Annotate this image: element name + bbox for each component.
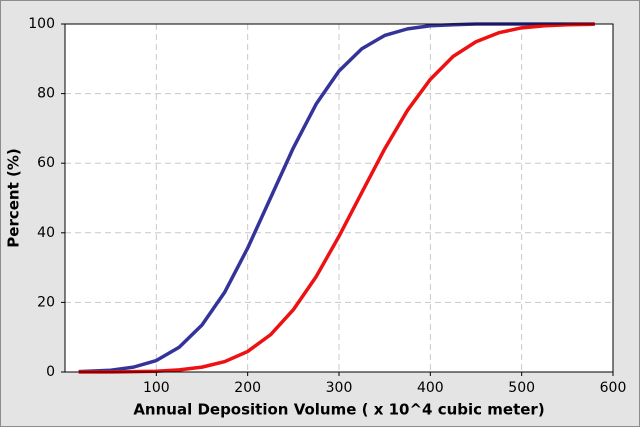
y-tick-label: 0 xyxy=(46,364,55,380)
y-tick-label: 80 xyxy=(37,86,55,102)
x-tick-label: 500 xyxy=(508,380,535,396)
x-axis-title: Annual Deposition Volume ( x 10^4 cubic … xyxy=(133,401,544,419)
y-axis-title: Percent (%) xyxy=(5,148,23,247)
x-tick-label: 300 xyxy=(326,380,353,396)
y-tick-label: 40 xyxy=(37,225,55,241)
y-tick-label: 20 xyxy=(37,294,55,310)
x-tick-label: 100 xyxy=(143,380,170,396)
x-tick-label: 600 xyxy=(600,380,627,396)
y-tick-label: 60 xyxy=(37,155,55,171)
y-tick-label: 100 xyxy=(28,16,55,32)
x-tick-label: 400 xyxy=(417,380,444,396)
x-tick-label: 200 xyxy=(234,380,261,396)
series-line xyxy=(78,22,595,374)
